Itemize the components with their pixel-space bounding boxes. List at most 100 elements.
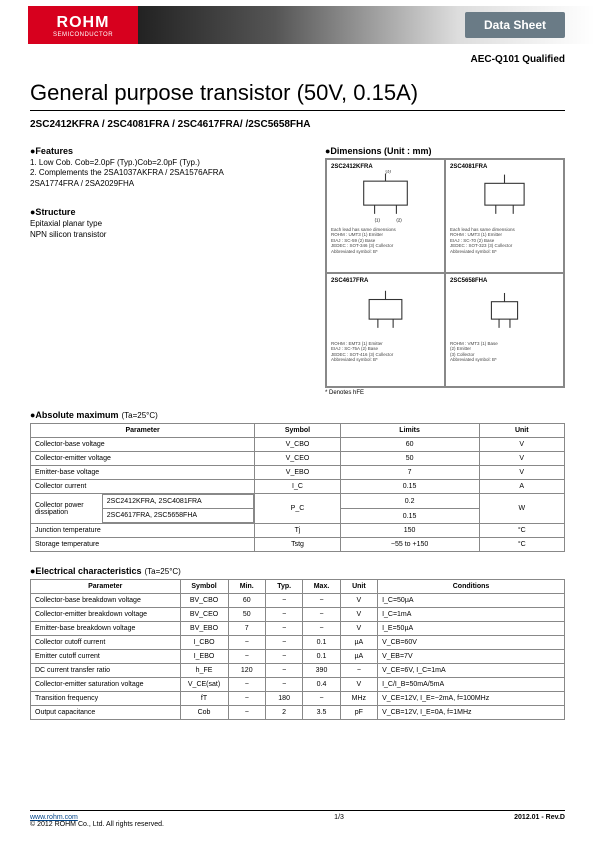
table-cell: V_CE=12V, I_E=−2mA, f=100MHz (378, 692, 565, 706)
table-cell: V_CB=12V, I_E=0A, f=1MHz (378, 706, 565, 720)
table-cell: − (228, 678, 265, 692)
table-cell: 50 (228, 608, 265, 622)
table-cell: 60 (228, 594, 265, 608)
svg-text:(1): (1) (375, 217, 381, 222)
logo-main: ROHM (57, 14, 110, 32)
table-cell: Emitter-base voltage (31, 466, 255, 480)
table-cell: µA (340, 650, 377, 664)
table-cell: BV_EBO (180, 622, 228, 636)
pc-sub1: 2SC2412KFRA, 2SC4081FRA (102, 495, 253, 509)
pc-sub2: 2SC4617FRA, 2SC5658FHA (102, 509, 253, 523)
package-outline-icon (450, 170, 559, 225)
table-cell: 60 (340, 438, 479, 452)
table-cell: V_EBO (255, 466, 340, 480)
table-cell: fT (180, 692, 228, 706)
pc-v1: 0.2 (340, 494, 479, 509)
table-cell: − (340, 664, 377, 678)
table-cell: 7 (228, 622, 265, 636)
table-cell: V_EB=7V (378, 650, 565, 664)
footer-page: 1/3 (334, 814, 344, 828)
pc-label: Collector power dissipation (31, 495, 102, 523)
table-cell: − (303, 608, 340, 622)
table-cell: Emitter-base breakdown voltage (31, 622, 181, 636)
svg-text:(2): (2) (396, 217, 402, 222)
feature-line: 1. Low Cob. Cob=2.0pF (Typ.)Cob=2.0pF (T… (30, 158, 313, 168)
table-cell: µA (340, 636, 377, 650)
table-cell: I_EBO (180, 650, 228, 664)
feature-line: 2SA1774FRA / 2SA2029FHA (30, 179, 313, 189)
table-cell: − (265, 650, 302, 664)
table-cell: − (265, 594, 302, 608)
dim-cell-3: 2SC5658FHA ROHM : VMT3 (1) Base (2) Emit… (445, 273, 564, 387)
dim-cell-lines: ROHM : VMT3 (1) Base (2) Emitter (3) Col… (450, 341, 559, 363)
table-cell: 180 (265, 692, 302, 706)
table-cell: I_C (255, 480, 340, 494)
package-outline-icon (331, 284, 440, 339)
e-h3: Typ. (265, 580, 302, 594)
table-cell: 7 (340, 466, 479, 480)
table-cell: Tj (255, 524, 340, 538)
e-h2: Min. (228, 580, 265, 594)
svg-text:(3): (3) (386, 170, 392, 173)
table-cell: Emitter cutoff current (31, 650, 181, 664)
table-cell: BV_CBO (180, 594, 228, 608)
table-cell: V (340, 622, 377, 636)
table-cell: V (479, 452, 564, 466)
footer-rev: 2012.01 - Rev.D (514, 814, 565, 828)
table-cell: V (340, 608, 377, 622)
table-cell: BV_CEO (180, 608, 228, 622)
table-cell: 0.15 (340, 480, 479, 494)
table-cell: Storage temperature (31, 538, 255, 552)
footer-url[interactable]: www.rohm.com (30, 814, 78, 821)
elec-table: Parameter Symbol Min. Typ. Max. Unit Con… (30, 579, 565, 720)
table-cell: 0.4 (303, 678, 340, 692)
table-cell: − (228, 692, 265, 706)
structure-line: NPN silicon transistor (30, 230, 313, 240)
table-cell: V_CE=6V, I_C=1mA (378, 664, 565, 678)
table-cell: V (340, 594, 377, 608)
table-cell: Collector current (31, 480, 255, 494)
table-cell: −55 to +150 (340, 538, 479, 552)
qualifier: AEC-Q101 Qualified (471, 54, 565, 65)
e-h1: Symbol (180, 580, 228, 594)
dim-cell-2: 2SC4617FRA ROHM : EMT3 (1) Emitter EIAJ … (326, 273, 445, 387)
table-cell: − (228, 650, 265, 664)
table-cell: Transition frequency (31, 692, 181, 706)
table-cell: A (479, 480, 564, 494)
table-cell: I_C=1mA (378, 608, 565, 622)
elec-cond: (Ta=25°C) (145, 567, 181, 576)
table-cell: V (479, 438, 564, 452)
structure-line: Epitaxial planar type (30, 219, 313, 229)
pc-v2: 0.15 (340, 509, 479, 524)
e-h0: Parameter (31, 580, 181, 594)
table-cell: V_CE(sat) (180, 678, 228, 692)
features-body: 1. Low Cob. Cob=2.0pF (Typ.)Cob=2.0pF (T… (30, 158, 313, 189)
table-cell: Collector-emitter voltage (31, 452, 255, 466)
abs-max-cond: (Ta=25°C) (121, 411, 157, 420)
table-cell: MHz (340, 692, 377, 706)
table-cell: Output capacitance (31, 706, 181, 720)
table-cell: − (265, 636, 302, 650)
abs-max-table: Parameter Symbol Limits Unit Collector-b… (30, 423, 565, 552)
table-cell: V_CEO (255, 452, 340, 466)
dimensions-head: ●Dimensions (Unit : mm) (325, 146, 565, 156)
table-cell: − (228, 706, 265, 720)
table-cell: I_C=50µA (378, 594, 565, 608)
table-cell: 0.1 (303, 650, 340, 664)
e-h5: Unit (340, 580, 377, 594)
table-cell: V_CBO (255, 438, 340, 452)
package-outline-icon (450, 284, 559, 339)
table-cell: 50 (340, 452, 479, 466)
dim-note: * Denotes hFE (325, 390, 565, 396)
table-cell: Tstg (255, 538, 340, 552)
footer-copyright: © 2012 ROHM Co., Ltd. All rights reserve… (30, 821, 164, 828)
table-cell: 2 (265, 706, 302, 720)
table-cell: Collector cutoff current (31, 636, 181, 650)
part-numbers: 2SC2412KFRA / 2SC4081FRA / 2SC4617FRA/ /… (30, 119, 565, 130)
datasheet-badge: Data Sheet (465, 12, 565, 38)
abs-h1: Symbol (255, 424, 340, 438)
dim-cell-1: 2SC4081FRA Each lead has same dimensions… (445, 159, 564, 273)
dim-cell-0: 2SC2412KFRA (1)(2)(3) Each lead has same… (326, 159, 445, 273)
table-cell: − (303, 594, 340, 608)
table-cell: Collector-emitter saturation voltage (31, 678, 181, 692)
